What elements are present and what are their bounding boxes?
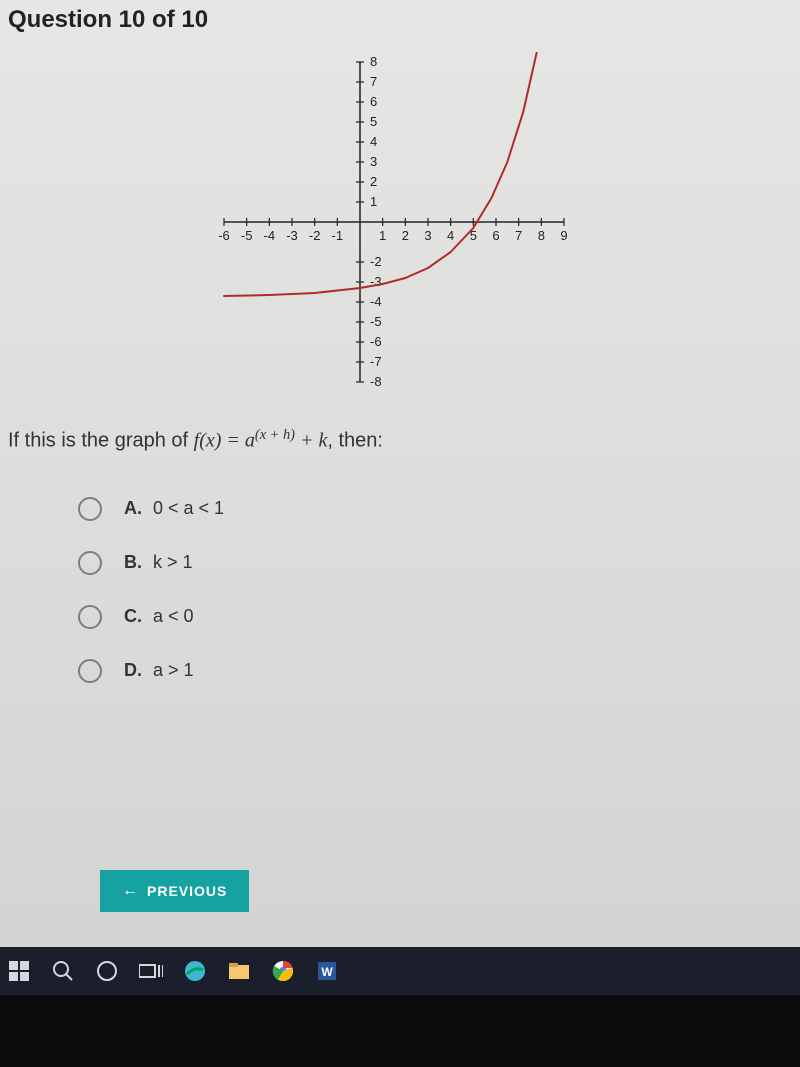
svg-text:3: 3 bbox=[370, 154, 377, 169]
answer-option-b[interactable]: B. k > 1 bbox=[78, 551, 780, 575]
start-icon[interactable] bbox=[6, 958, 32, 984]
svg-text:2: 2 bbox=[402, 228, 409, 243]
option-label: A. 0 < a < 1 bbox=[124, 498, 224, 519]
answer-option-c[interactable]: C. a < 0 bbox=[78, 605, 780, 629]
prompt-suffix: , then: bbox=[327, 430, 383, 452]
svg-text:4: 4 bbox=[370, 134, 377, 149]
prompt-exponent: (x + h) bbox=[255, 427, 295, 443]
edge-icon[interactable] bbox=[182, 958, 208, 984]
svg-text:-4: -4 bbox=[264, 228, 276, 243]
radio-button[interactable] bbox=[78, 605, 102, 629]
file-explorer-icon[interactable] bbox=[226, 958, 252, 984]
svg-text:5: 5 bbox=[370, 114, 377, 129]
svg-text:-2: -2 bbox=[370, 254, 382, 269]
svg-text:-6: -6 bbox=[218, 228, 230, 243]
prompt-func-rhs: + k bbox=[295, 430, 327, 452]
graph-container: -6-5-4-3-2-112345678912345678-2-3-4-5-6-… bbox=[8, 52, 780, 420]
chrome-icon[interactable] bbox=[270, 958, 296, 984]
word-icon[interactable]: W bbox=[314, 958, 340, 984]
content-area: Question 10 of 10 -6-5-4-3-2-11234567891… bbox=[0, 0, 800, 683]
screen: Question 10 of 10 -6-5-4-3-2-11234567891… bbox=[0, 0, 800, 1067]
windows-taskbar: W bbox=[0, 947, 800, 995]
svg-text:-2: -2 bbox=[309, 228, 321, 243]
svg-text:3: 3 bbox=[424, 228, 431, 243]
option-label: C. a < 0 bbox=[124, 606, 194, 627]
prompt-prefix: If this is the graph of bbox=[8, 430, 194, 452]
svg-text:6: 6 bbox=[492, 228, 499, 243]
answer-option-a[interactable]: A. 0 < a < 1 bbox=[78, 497, 780, 521]
svg-text:2: 2 bbox=[370, 174, 377, 189]
question-header: Question 10 of 10 bbox=[8, 0, 780, 52]
svg-text:-3: -3 bbox=[286, 228, 298, 243]
svg-text:-5: -5 bbox=[370, 314, 382, 329]
answer-option-d[interactable]: D. a > 1 bbox=[78, 659, 780, 683]
radio-button[interactable] bbox=[78, 497, 102, 521]
svg-text:6: 6 bbox=[370, 94, 377, 109]
svg-text:8: 8 bbox=[370, 54, 377, 69]
radio-button[interactable] bbox=[78, 551, 102, 575]
svg-text:9: 9 bbox=[560, 228, 567, 243]
laptop-bezel bbox=[0, 995, 800, 1067]
svg-text:1: 1 bbox=[379, 228, 386, 243]
svg-text:-4: -4 bbox=[370, 294, 382, 309]
arrow-left-icon: ← bbox=[122, 882, 139, 900]
svg-text:7: 7 bbox=[370, 74, 377, 89]
previous-button[interactable]: ← PREVIOUS bbox=[100, 870, 249, 912]
svg-text:1: 1 bbox=[370, 194, 377, 209]
svg-text:-7: -7 bbox=[370, 354, 382, 369]
taskview-icon[interactable] bbox=[138, 958, 164, 984]
prompt-func-lhs: f(x) = a bbox=[194, 430, 255, 452]
cortana-icon[interactable] bbox=[94, 958, 120, 984]
svg-text:-6: -6 bbox=[370, 334, 382, 349]
answer-options: A. 0 < a < 1 B. k > 1 C. a < 0 D. a > 1 bbox=[8, 497, 780, 683]
function-graph: -6-5-4-3-2-112345678912345678-2-3-4-5-6-… bbox=[214, 52, 574, 392]
question-prompt: If this is the graph of f(x) = a(x + h) … bbox=[8, 420, 780, 497]
svg-text:-8: -8 bbox=[370, 374, 382, 389]
search-icon[interactable] bbox=[50, 958, 76, 984]
svg-text:-1: -1 bbox=[332, 228, 344, 243]
option-label: B. k > 1 bbox=[124, 552, 193, 573]
svg-text:W: W bbox=[321, 965, 333, 979]
svg-text:4: 4 bbox=[447, 228, 454, 243]
option-label: D. a > 1 bbox=[124, 660, 194, 681]
svg-text:7: 7 bbox=[515, 228, 522, 243]
svg-text:8: 8 bbox=[538, 228, 545, 243]
previous-button-label: PREVIOUS bbox=[147, 883, 227, 899]
svg-text:-5: -5 bbox=[241, 228, 253, 243]
radio-button[interactable] bbox=[78, 659, 102, 683]
